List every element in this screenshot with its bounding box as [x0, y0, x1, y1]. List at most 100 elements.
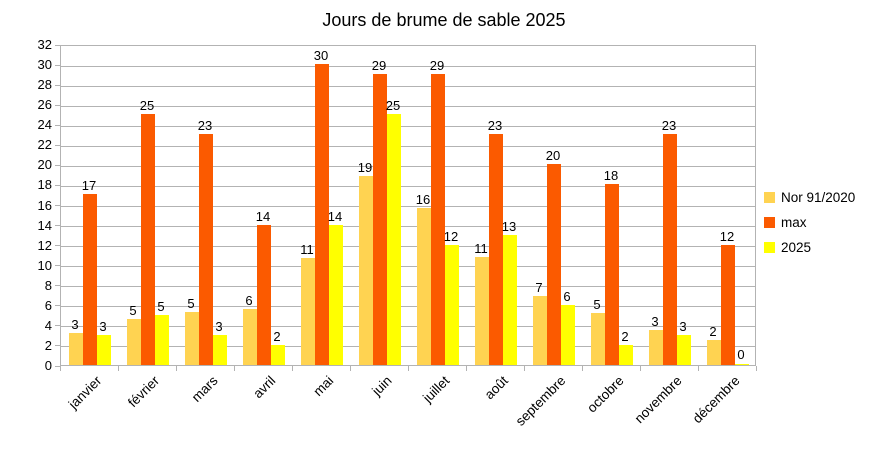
x-axis-tick-mark [291, 366, 293, 371]
y-axis-tick-label: 18 [37, 177, 52, 193]
data-label: 16 [415, 191, 431, 207]
x-axis-category-label: mai [310, 373, 337, 399]
bar-max [257, 224, 271, 365]
x-axis-tick-mark [639, 366, 641, 371]
y-gridline [61, 105, 755, 107]
x-axis-category-label: novembre [631, 373, 685, 427]
x-axis-tick-mark [407, 366, 409, 371]
bar-nor-91-2020 [243, 308, 257, 365]
y-axis-tick-mark [55, 365, 60, 367]
bar-2025 [677, 334, 691, 365]
x-axis-tick-mark [465, 366, 467, 371]
bar-2025 [271, 344, 285, 365]
data-label: 6 [245, 292, 253, 308]
y-axis-tick-mark [55, 205, 60, 206]
bar-nor-91-2020 [475, 256, 489, 365]
y-axis-tick-label: 28 [37, 77, 52, 93]
plot-area [60, 45, 756, 366]
data-label: 14 [255, 208, 271, 224]
legend-item: 2025 [764, 240, 855, 255]
x-axis-category-label: avril [250, 373, 279, 402]
y-axis-tick-mark [55, 84, 60, 86]
x-axis-category-label: septembre [512, 373, 569, 429]
data-label: 2 [709, 323, 717, 339]
bar-nor-91-2020 [649, 329, 663, 365]
data-label: 12 [443, 228, 459, 244]
x-axis-tick-mark [233, 366, 235, 371]
x-axis-category-label: décembre [689, 373, 743, 427]
y-gridline [61, 326, 755, 328]
y-axis-tick-mark [55, 64, 60, 66]
x-axis-tick-mark [117, 366, 119, 371]
y-gridline [61, 206, 755, 207]
data-label: 17 [81, 178, 97, 194]
bar-nor-91-2020 [69, 332, 83, 365]
data-label: 0 [737, 347, 745, 363]
bar-nor-91-2020 [707, 339, 721, 365]
data-label: 3 [679, 318, 687, 334]
data-label: 11 [300, 241, 314, 257]
bar-2025 [735, 363, 749, 365]
y-gridline [61, 226, 755, 228]
y-axis-tick-mark [55, 325, 60, 327]
bar-max [199, 134, 213, 365]
bar-max [431, 74, 445, 365]
y-axis-tick-label: 14 [37, 217, 52, 233]
x-axis-category-label: juin [369, 373, 395, 399]
data-label: 3 [215, 318, 223, 334]
bar-nor-91-2020 [359, 176, 373, 365]
data-label: 5 [593, 296, 601, 312]
data-label: 5 [129, 302, 137, 318]
bar-2025 [619, 344, 633, 365]
y-axis-tick-mark [55, 144, 60, 146]
y-axis-tick-label: 10 [37, 257, 52, 273]
y-axis-tick-label: 22 [37, 137, 52, 153]
data-label: 30 [313, 48, 329, 64]
data-label: 14 [327, 208, 343, 224]
bar-max [315, 64, 329, 365]
y-gridline [61, 306, 755, 308]
bar-2025 [329, 224, 343, 365]
data-label: 6 [563, 288, 571, 304]
bar-2025 [561, 304, 575, 365]
y-axis-tick-label: 32 [37, 37, 52, 52]
y-axis-tick-label: 12 [37, 237, 52, 253]
y-axis-tick-mark [55, 265, 60, 267]
y-gridline [61, 246, 755, 248]
legend: Nor 91/2020 max 2025 [764, 190, 855, 255]
y-gridline [61, 125, 755, 127]
data-label: 18 [603, 168, 619, 184]
data-label: 25 [139, 98, 155, 114]
x-axis-tick-mark [697, 366, 699, 371]
data-label: 12 [719, 228, 735, 244]
data-label: 29 [371, 58, 387, 74]
bar-nor-91-2020 [533, 295, 547, 365]
data-label: 2 [621, 328, 629, 344]
bar-max [83, 194, 97, 365]
data-label: 29 [429, 58, 445, 74]
bar-max [489, 134, 503, 365]
data-label: 5 [187, 295, 195, 311]
bar-nor-91-2020 [127, 318, 141, 365]
data-label: 3 [651, 313, 659, 329]
x-axis-tick-mark [349, 366, 351, 371]
y-axis-tick-mark [55, 245, 60, 247]
y-axis-tick-label: 30 [37, 57, 52, 73]
bar-max [547, 164, 561, 365]
legend-label: 2025 [781, 240, 812, 255]
y-gridline [61, 346, 755, 348]
bar-2025 [155, 314, 169, 365]
x-axis-category-label: octobre [584, 373, 627, 416]
y-gridline [61, 65, 755, 67]
y-axis-tick-label: 4 [44, 317, 52, 333]
y-gridline [61, 185, 755, 187]
legend-item: max [764, 215, 855, 230]
data-label: 23 [197, 118, 213, 134]
data-label: 25 [385, 98, 401, 114]
bar-nor-91-2020 [417, 207, 431, 365]
y-gridline [61, 85, 755, 87]
y-axis-tick-label: 26 [37, 97, 52, 113]
x-axis-category-label: juillet [420, 373, 453, 406]
y-axis-tick-label: 8 [44, 277, 52, 293]
bar-2025 [97, 334, 111, 365]
